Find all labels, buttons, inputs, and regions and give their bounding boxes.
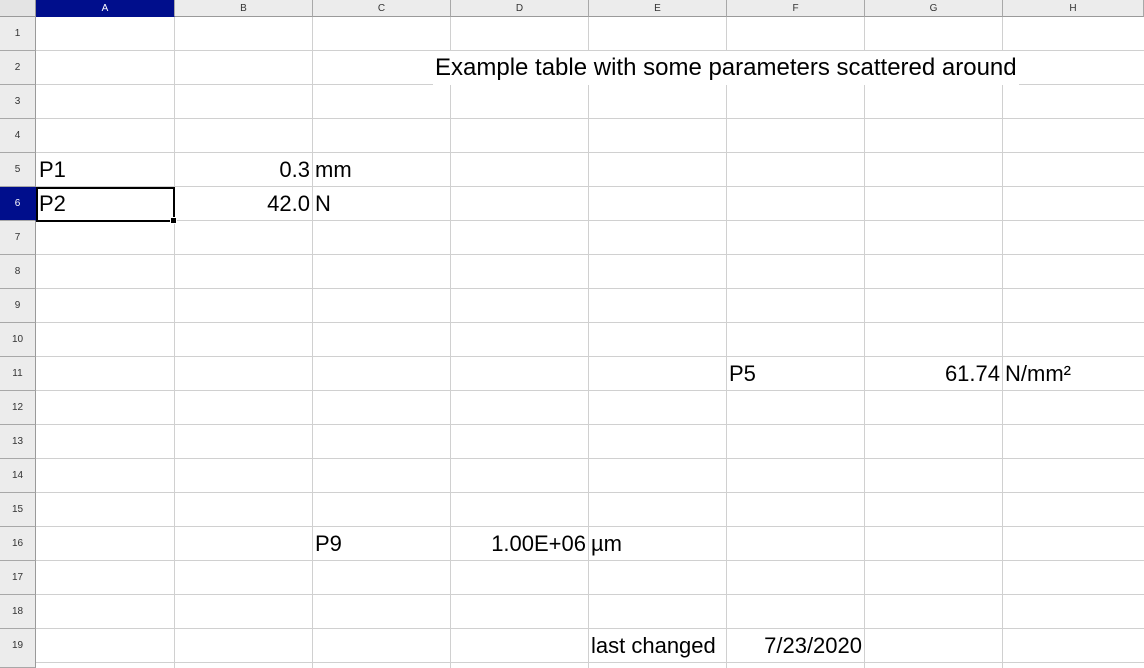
grid-line (864, 17, 865, 668)
row-header-11[interactable]: 11 (0, 357, 36, 391)
grid-line (726, 17, 727, 668)
row-header-19[interactable]: 19 (0, 629, 36, 668)
cell-b5[interactable]: 0.3 (279, 157, 310, 182)
row-header-5[interactable]: 5 (0, 153, 36, 187)
grid-line (36, 662, 1144, 663)
row-header-3[interactable]: 3 (0, 85, 36, 119)
column-header-c[interactable]: C (313, 0, 451, 17)
row-header-1[interactable]: 1 (0, 17, 36, 51)
row-header-2[interactable]: 2 (0, 51, 36, 85)
row-header-18[interactable]: 18 (0, 595, 36, 629)
column-header-b[interactable]: B (175, 0, 313, 17)
cell-b6[interactable]: 42.0 (267, 191, 310, 216)
row-header-9[interactable]: 9 (0, 289, 36, 323)
grid-line (36, 288, 1144, 289)
grid-line (36, 152, 1144, 153)
sheet-title[interactable]: Example table with some parameters scatt… (433, 51, 1019, 85)
grid-line (36, 628, 1144, 629)
grid-line (36, 390, 1144, 391)
grid-line (36, 254, 1144, 255)
cell-f19[interactable]: 7/23/2020 (764, 633, 862, 658)
row-header-14[interactable]: 14 (0, 459, 36, 493)
row-header-13[interactable]: 13 (0, 425, 36, 459)
row-header-8[interactable]: 8 (0, 255, 36, 289)
cell-e19[interactable]: last changed (591, 633, 716, 658)
column-header-a[interactable]: A (36, 0, 175, 17)
fill-handle[interactable] (170, 217, 177, 224)
grid-line (36, 492, 1144, 493)
grid-line (588, 17, 589, 668)
row-header-6[interactable]: 6 (0, 187, 36, 221)
grid-line (36, 322, 1144, 323)
cell-c16[interactable]: P9 (315, 531, 342, 556)
grid-line (36, 220, 1144, 221)
cell-h11[interactable]: N/mm² (1005, 361, 1071, 386)
grid-line (36, 594, 1144, 595)
row-header-7[interactable]: 7 (0, 221, 36, 255)
grid-line (36, 526, 1144, 527)
row-header-4[interactable]: 4 (0, 119, 36, 153)
row-header-16[interactable]: 16 (0, 527, 36, 561)
row-header-17[interactable]: 17 (0, 561, 36, 595)
cell-e16[interactable]: µm (591, 531, 623, 556)
cell-f11[interactable]: P5 (729, 361, 756, 386)
grid-line (36, 50, 1144, 51)
column-header-d[interactable]: D (451, 0, 589, 17)
grid-line (36, 118, 1144, 119)
cell-g11[interactable]: 61.74 (944, 361, 1000, 386)
grid-line (36, 458, 1144, 459)
row-header-15[interactable]: 15 (0, 493, 36, 527)
column-header-h[interactable]: H (1003, 0, 1144, 17)
grid-line (450, 17, 451, 668)
row-header-12[interactable]: 12 (0, 391, 36, 425)
grid-line (36, 186, 1144, 187)
grid-line (36, 356, 1144, 357)
row-header-10[interactable]: 10 (0, 323, 36, 357)
cell-a5[interactable]: P1 (39, 157, 66, 182)
cell-c5[interactable]: mm (315, 157, 352, 182)
grid-line (36, 560, 1144, 561)
column-header-e[interactable]: E (589, 0, 727, 17)
select-all-corner[interactable] (0, 0, 36, 17)
grid-line (174, 17, 175, 668)
column-header-g[interactable]: G (865, 0, 1003, 17)
cell-c6[interactable]: N (315, 191, 331, 216)
column-header-f[interactable]: F (727, 0, 865, 17)
cell-d16[interactable]: 1.00E+06 (491, 531, 586, 556)
active-cell-cursor[interactable] (36, 187, 177, 224)
grid-line (36, 424, 1144, 425)
grid-line (1002, 17, 1003, 668)
cell-a6[interactable]: P2 (39, 191, 66, 216)
grid-line (312, 17, 313, 668)
